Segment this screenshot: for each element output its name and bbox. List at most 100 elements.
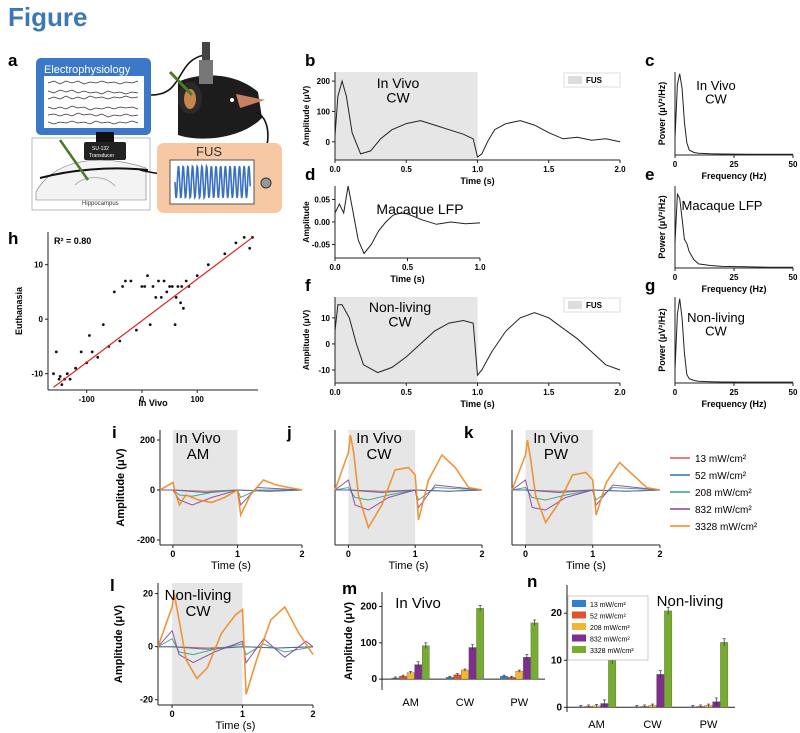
signal-trace: [334, 304, 621, 377]
transducer: [96, 132, 114, 142]
x-axis-label: Time (s): [460, 399, 494, 409]
x-tick-label: 1: [413, 549, 418, 559]
bar-legend-swatch: [572, 611, 586, 619]
x-tick-label: 0: [673, 273, 678, 282]
y-axis-label: Amplitude (μV): [113, 605, 125, 684]
y-tick-label: 0: [556, 702, 562, 713]
brain-slice: [35, 159, 147, 201]
fus-shade: [335, 72, 478, 160]
x-axis-label: Time (s): [566, 560, 606, 572]
fus-shade: [525, 430, 593, 545]
bar: [608, 660, 617, 708]
panel-letter: a: [8, 51, 18, 70]
ephys-title: Electrophysiology: [44, 64, 131, 76]
scatter-point: [112, 290, 116, 294]
panel-letter: g: [645, 276, 655, 295]
bar-legend-label: 3328 mW/cm²: [590, 648, 634, 655]
panel-letter: f: [305, 276, 311, 295]
scatter-point: [223, 252, 227, 256]
panel-letter: m: [342, 579, 357, 598]
y-tick-label: 20: [551, 608, 563, 619]
scatter-point: [140, 285, 144, 288]
intensity-trace: [334, 434, 483, 530]
category-label: PW: [510, 697, 528, 709]
scatter-point: [90, 350, 94, 354]
y-axis-label: Power (μV²/Hz): [657, 308, 667, 372]
scatter-point: [170, 285, 174, 288]
x-axis-label: Time (s): [211, 560, 251, 572]
spectrum-trace: [674, 298, 793, 383]
y-axis-label: Amplitude (μV): [115, 448, 127, 527]
fit-line: [53, 236, 253, 388]
panel-letter: c: [645, 51, 654, 70]
x-tick-label: 2: [299, 549, 304, 559]
scatter-point: [96, 355, 100, 359]
y-tick-label: -20: [140, 695, 153, 705]
x-tick-label: 2: [657, 549, 662, 559]
panel-title: In Vivo CW: [696, 78, 736, 107]
y-tick-label: 10: [34, 261, 43, 270]
x-tick-label: 0: [170, 709, 175, 719]
y-tick-label: 200: [140, 435, 155, 445]
bar: [422, 645, 430, 680]
x-tick-label: 0: [170, 549, 175, 559]
panel-letter: b: [305, 51, 315, 70]
y-axis-label: Amplitude (μV): [301, 86, 311, 147]
scatter-point: [65, 372, 69, 376]
y-tick-label: 10: [551, 655, 563, 666]
panel-letter: j: [286, 423, 292, 442]
bar: [664, 610, 673, 708]
x-tick-label: 0: [673, 160, 678, 169]
fus-shade: [348, 430, 416, 545]
y-tick-label: 0.00: [314, 218, 330, 227]
x-tick-label: 0.0: [329, 165, 341, 174]
legend-box: [563, 72, 621, 88]
panel-e: 0 25 50 e Macaque LFP Frequency (Hz) Power (μV…: [645, 165, 798, 294]
x-axis-label: Frequency (Hz): [701, 399, 766, 409]
x-axis-label: Time (s): [216, 720, 256, 732]
bar: [468, 647, 477, 680]
x-tick-label: 25: [730, 273, 739, 282]
x-tick-label: 25: [730, 388, 739, 397]
intensity-trace: [511, 479, 661, 511]
scatter-point: [180, 285, 184, 288]
scatter-point: [124, 279, 127, 283]
scatter-point: [52, 372, 55, 376]
x-tick-label: 0.5: [402, 263, 414, 272]
x-tick-label: 1: [590, 549, 595, 559]
panel-letter: n: [527, 572, 537, 591]
y-axis-label: Power (μV²/Hz): [657, 195, 667, 259]
panel-title: In Vivo CW: [377, 75, 420, 106]
panel-letter: d: [305, 165, 315, 184]
bar: [530, 622, 539, 680]
x-tick-label: 0.5: [401, 388, 413, 397]
panel-c: 0 25 50 c In Vivo CW Frequency (Hz) Power (μV²/…: [645, 51, 798, 181]
bar: [656, 674, 665, 708]
x-tick-label: 1.5: [543, 165, 555, 174]
ephys-traces: [47, 80, 139, 125]
x-tick-label: 0: [523, 549, 528, 559]
y-tick-label: 0: [326, 138, 331, 147]
signal-trace: [334, 79, 621, 158]
scatter-point: [248, 246, 252, 250]
bar: [461, 669, 469, 680]
scatter-point: [129, 279, 133, 283]
scatter-point: [234, 241, 238, 245]
category-label: PW: [700, 719, 718, 731]
x-tick-label: 2.0: [614, 388, 626, 397]
legend-swatch: [568, 76, 582, 84]
x-tick-label: 50: [789, 273, 798, 282]
panel-m: AM CW PW 200 100 0 m In Vivo Amplitude (μV): [342, 579, 545, 709]
fus-knob: [260, 177, 272, 189]
scatter-point: [176, 285, 180, 288]
scatter-point: [184, 279, 188, 283]
bar: [720, 642, 729, 708]
y-axis-label: Euthanasia: [14, 286, 24, 335]
scatter-point: [88, 334, 91, 337]
scatter-point: [195, 274, 199, 277]
y-tick-label: 0.05: [314, 196, 330, 205]
panel-i: 0 1 2 200 0 -200 i In Vivo AM Time (s) Amplitude (…: [112, 423, 305, 572]
x-tick-label: 0.0: [329, 263, 341, 272]
panel-b: 0.0 0.5 1.0 1.5 2.0 200 100 0 b In Vivo CW Time (s)…: [301, 51, 626, 186]
transducer-body: [84, 142, 126, 160]
